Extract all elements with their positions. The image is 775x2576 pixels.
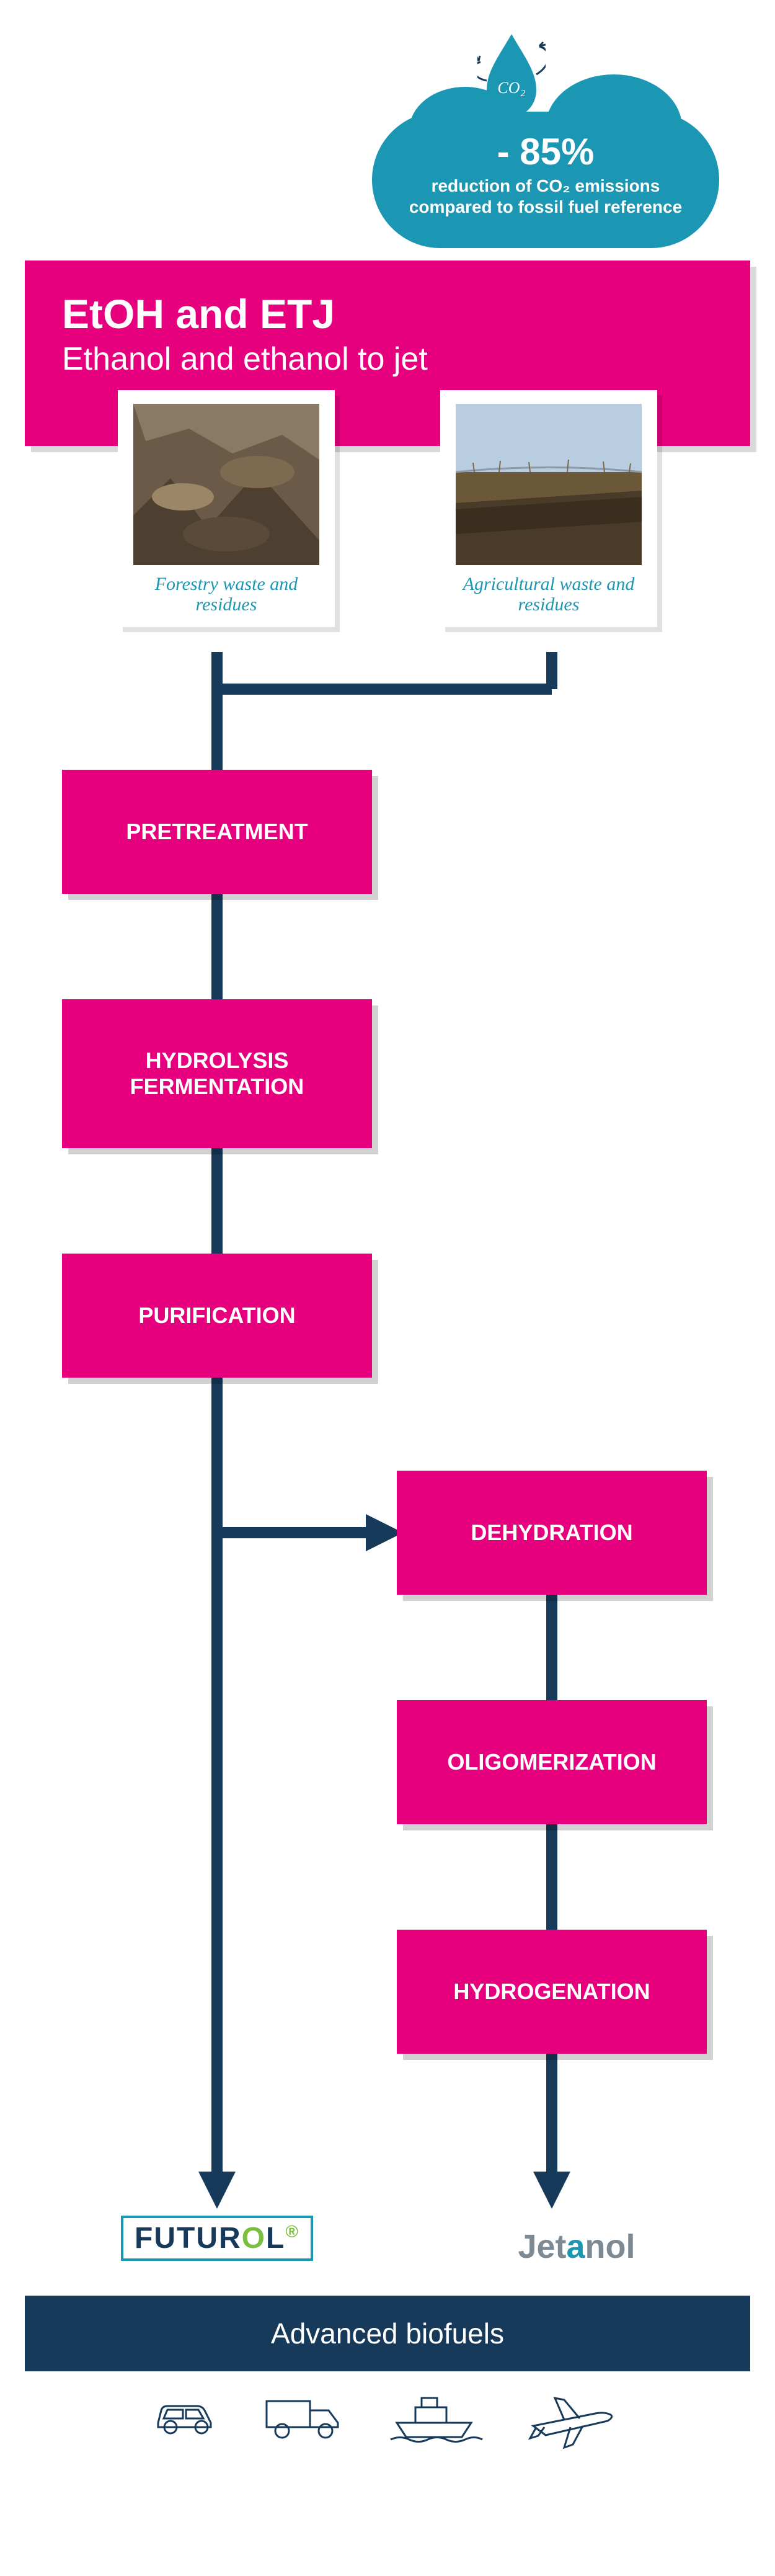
co2-drop-label: CO₂: [497, 79, 525, 97]
agricultural-image: [454, 404, 644, 565]
car-icon: [149, 2389, 223, 2438]
process-step-dehydration: DEHYDRATION: [397, 1471, 707, 1595]
process-title: EtOH and ETJ: [62, 292, 713, 337]
process-step-hydrogenation: HYDROGENATION: [397, 1930, 707, 2054]
forestry-image: [131, 404, 321, 565]
process-step-purification: PURIFICATION: [62, 1254, 372, 1378]
output-category-label: Advanced biofuels: [271, 2317, 504, 2350]
co2-reduction-subtitle: reduction of CO₂ emissions compared to f…: [397, 176, 694, 217]
process-step-hydrolysis-fermentation: HYDROLYSIS FERMENTATION: [62, 999, 372, 1148]
process-subtitle: Ethanol and ethanol to jet: [62, 341, 713, 378]
feedstock-caption: Agricultural waste and residues: [454, 565, 644, 620]
plane-icon: [521, 2389, 626, 2451]
output-category-bar: Advanced biofuels: [25, 2296, 750, 2371]
truck-icon: [260, 2389, 347, 2445]
jetanol-logo: Jetanol: [459, 2227, 694, 2266]
process-step-oligomerization: OLIGOMERIZATION: [397, 1700, 707, 1824]
co2-cloud: - 85% reduction of CO₂ emissions compare…: [372, 112, 719, 248]
futurol-logo: FUTUROL®: [99, 2221, 335, 2255]
process-flowchart: PRETREATMENT HYDROLYSIS FERMENTATION PUR…: [25, 652, 750, 2438]
feedstock-row: Forestry waste and residues Agricultural…: [25, 390, 750, 627]
process-step-pretreatment: PRETREATMENT: [62, 770, 372, 894]
feedstock-card-forestry: Forestry waste and residues: [118, 390, 335, 627]
co2-reduction-percent: - 85%: [397, 130, 694, 173]
co2-emissions-badge: CO₂ - 85% reduction of CO₂ emissions com…: [347, 25, 732, 261]
feedstock-caption: Forestry waste and residues: [131, 565, 321, 620]
transport-icons-row: [25, 2364, 750, 2488]
ship-icon: [384, 2389, 484, 2445]
feedstock-card-agricultural: Agricultural waste and residues: [440, 390, 657, 627]
